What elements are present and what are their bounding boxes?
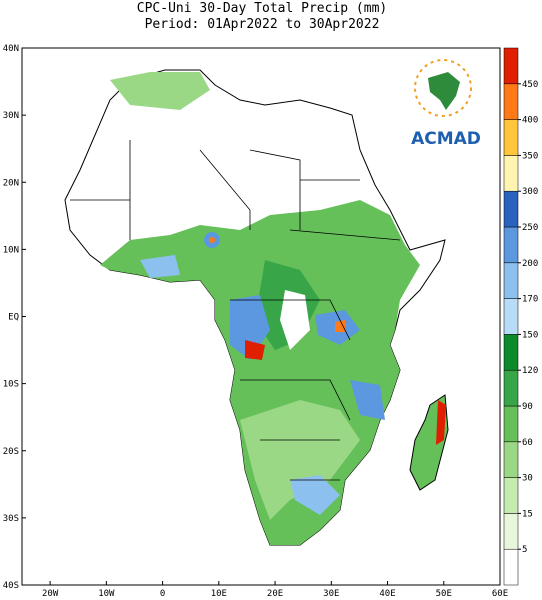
colorbar-label: 120 (522, 366, 538, 376)
lon-label: 20E (267, 589, 283, 599)
colorbar-bin (503, 405, 519, 443)
colorbar-bin (503, 226, 519, 264)
colorbar-label: 350 (522, 151, 538, 161)
lon-label: 20W (42, 589, 59, 599)
colorbar-label: 30 (522, 474, 533, 484)
colorbar-label: 250 (522, 223, 538, 233)
lat-label: 10S (3, 380, 19, 390)
acmad-logo: ACMAD (411, 59, 481, 149)
subtitle: Period: 01Apr2022 to 30Apr2022 (145, 17, 380, 32)
lon-label: 60E (492, 589, 508, 599)
colorbar-bin (503, 477, 519, 514)
lon-label: 40E (379, 589, 395, 599)
colorbar-label: 5 (522, 545, 527, 555)
colorbar-label: 15 (522, 509, 533, 519)
land (64, 69, 449, 546)
colorbar-label: 200 (522, 259, 538, 269)
colorbar-label: 400 (522, 116, 538, 126)
colorbar-bin (503, 548, 519, 586)
colorbar-bin (503, 369, 519, 407)
lat-label: 10N (3, 245, 19, 255)
colorbar-label: 90 (522, 402, 533, 412)
lon-label: 30E (323, 589, 339, 599)
lon-label: 0 (160, 589, 165, 599)
colorbar-bin (503, 441, 519, 478)
logo-text: ACMAD (411, 129, 481, 149)
colorbar-label: 450 (522, 80, 538, 90)
colorbar-bin (503, 190, 519, 228)
colorbar-label: 150 (522, 330, 538, 340)
colorbar-bin (503, 513, 519, 550)
colorbar-bin (503, 298, 519, 335)
lon-label: 10W (98, 589, 115, 599)
colorbar-label: 170 (522, 295, 538, 305)
colorbar-label: 60 (522, 438, 533, 448)
colorbar-bin (503, 47, 519, 85)
lat-label: EQ (8, 313, 19, 323)
borders (70, 140, 401, 481)
colorbar-label: 300 (522, 187, 538, 197)
lat-label: 20N (3, 178, 19, 188)
colorbar-bin (503, 262, 519, 299)
lon-label: 50E (436, 589, 452, 599)
colorbar-bin (503, 119, 519, 156)
title: CPC-Uni 30-Day Total Precip (mm) (137, 1, 387, 16)
lat-label: 40S (3, 581, 19, 591)
lon-label: 10E (211, 589, 227, 599)
colorbar-bin (503, 155, 519, 192)
lat-label: 40N (3, 44, 19, 54)
lat-label: 20S (3, 447, 19, 457)
lat-label: 30N (3, 111, 19, 121)
colorbar-bin (503, 83, 519, 120)
colorbar-bin (503, 334, 519, 371)
lat-label: 30S (3, 514, 19, 524)
